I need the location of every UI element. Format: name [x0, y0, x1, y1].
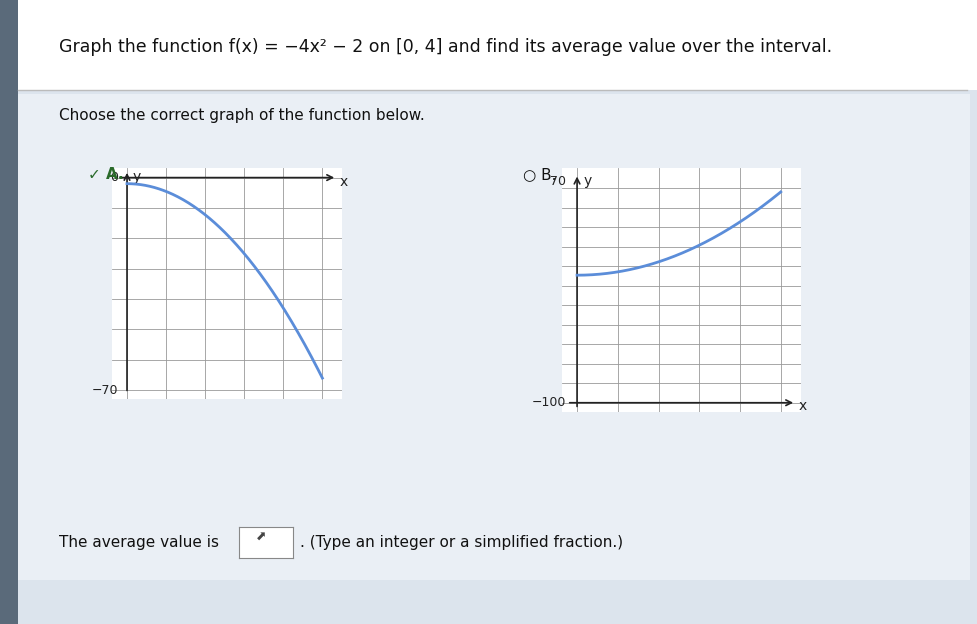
Text: . (Type an integer or a simplified fraction.): . (Type an integer or a simplified fract…	[300, 535, 623, 550]
Text: The average value is: The average value is	[59, 535, 229, 550]
Text: 70: 70	[550, 175, 566, 188]
Text: ✓ A.: ✓ A.	[88, 167, 123, 182]
Text: x: x	[339, 175, 348, 189]
Text: Graph the function f(x) = −4x² − 2 on [0, 4] and find its average value over the: Graph the function f(x) = −4x² − 2 on [0…	[59, 38, 831, 56]
Text: 0: 0	[110, 171, 118, 184]
Text: x: x	[798, 399, 807, 413]
Text: Choose the correct graph of the function below.: Choose the correct graph of the function…	[59, 108, 424, 123]
Text: −70: −70	[92, 384, 118, 397]
Text: ⬈: ⬈	[256, 530, 266, 543]
Text: y: y	[583, 173, 591, 188]
Text: ○ B.: ○ B.	[523, 167, 556, 182]
Text: y: y	[133, 170, 141, 184]
Text: −100: −100	[531, 396, 566, 409]
